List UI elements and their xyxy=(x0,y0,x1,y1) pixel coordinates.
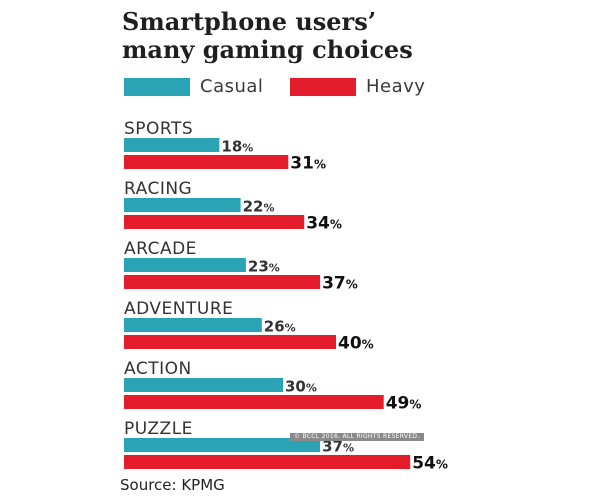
bar-heavy-racing xyxy=(124,215,305,229)
category-label-sports: SPORTS xyxy=(124,119,193,139)
chart-title-line-2: many gaming choices xyxy=(122,35,413,64)
value-label-heavy-adventure: 40% xyxy=(338,334,374,354)
bar-casual-racing xyxy=(124,198,241,212)
value-label-heavy-racing: 34% xyxy=(306,214,342,234)
bar-casual-action xyxy=(124,378,283,392)
bar-casual-adventure xyxy=(124,318,262,332)
bar-heavy-action xyxy=(124,395,384,409)
bar-casual-puzzle xyxy=(124,438,321,452)
category-label-arcade: ARCADE xyxy=(124,239,197,259)
value-label-casual-puzzle: 37% xyxy=(322,438,354,456)
value-label-casual-arcade: 23% xyxy=(248,258,280,276)
legend-label-casual: Casual xyxy=(200,76,264,97)
value-label-casual-sports: 18% xyxy=(221,138,253,156)
value-label-heavy-puzzle: 54% xyxy=(412,454,448,474)
bar-heavy-adventure xyxy=(124,335,336,349)
copyright-watermark: © BCCL 2016. ALL RIGHTS RESERVED. xyxy=(290,433,424,441)
legend-label-heavy: Heavy xyxy=(366,76,426,97)
bar-casual-sports xyxy=(124,138,220,152)
value-label-heavy-sports: 31% xyxy=(290,154,326,174)
bar-heavy-arcade xyxy=(124,275,321,289)
chart-title-line-1: Smartphone users’ xyxy=(122,7,377,36)
value-label-heavy-action: 49% xyxy=(386,394,422,414)
legend-swatch-casual xyxy=(124,78,190,96)
value-label-casual-racing: 22% xyxy=(243,198,275,216)
category-label-adventure: ADVENTURE xyxy=(124,299,233,319)
category-label-racing: RACING xyxy=(124,179,192,199)
bar-heavy-sports xyxy=(124,155,289,169)
chart-title: Smartphone users’ many gaming choices xyxy=(122,8,413,64)
legend-swatch-heavy xyxy=(290,78,356,96)
category-label-action: ACTION xyxy=(124,359,192,379)
value-label-casual-action: 30% xyxy=(285,378,317,396)
category-label-puzzle: PUZZLE xyxy=(124,419,193,439)
value-label-casual-adventure: 26% xyxy=(264,318,296,336)
source-note: Source: KPMG xyxy=(120,476,225,494)
value-label-heavy-arcade: 37% xyxy=(322,274,358,294)
bar-heavy-puzzle xyxy=(124,455,411,469)
bar-casual-arcade xyxy=(124,258,246,272)
